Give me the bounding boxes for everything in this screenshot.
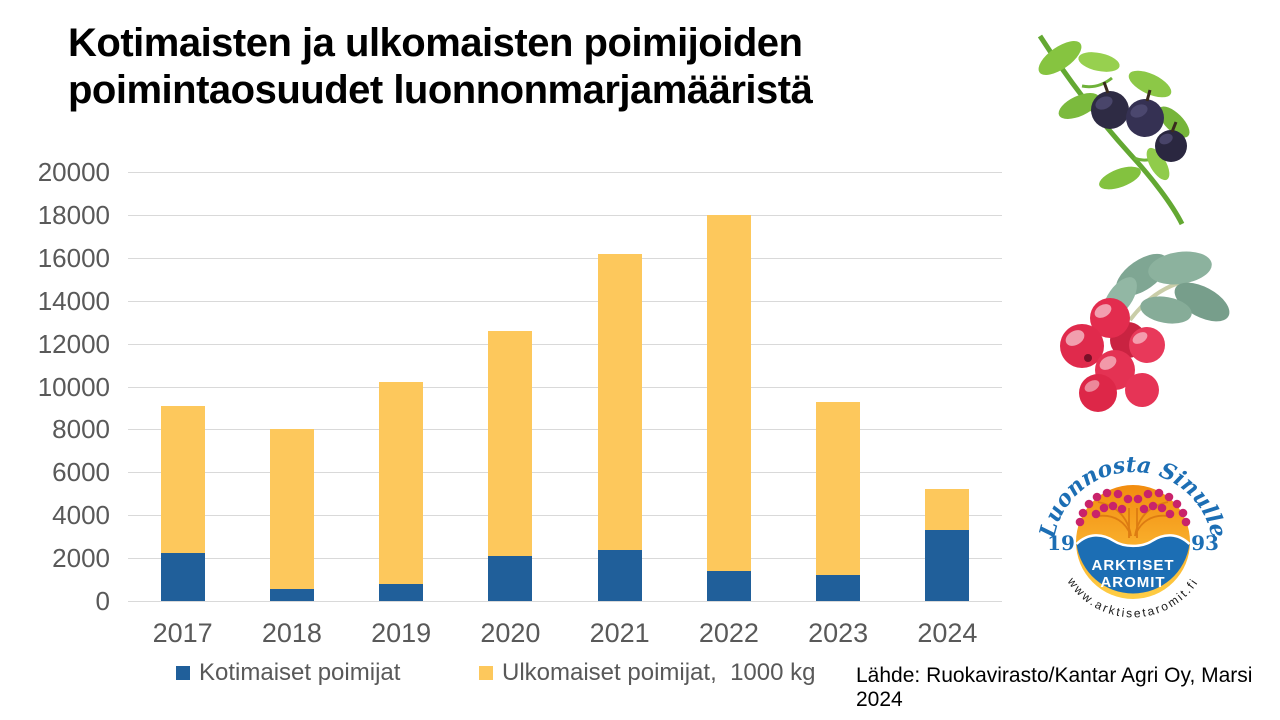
logo-name-line2: AROMIT [1100, 574, 1165, 591]
y-axis-label: 18000 [37, 199, 110, 230]
legend-item-kotimaiset: Kotimaiset poimijat [176, 659, 401, 686]
legend-swatch-ulkomaiset [479, 666, 493, 680]
logo-berry-trees [1097, 501, 1169, 538]
legend-swatch-kotimaiset [176, 666, 190, 680]
bar-segment-ulkomaiset-2022 [706, 214, 751, 571]
y-axis-label: 0 [95, 586, 110, 616]
arktiset-aromit-logo: ARKTISET AROMIT Luonnosta Sinulle 19 93 … [1036, 452, 1230, 621]
gridline [128, 214, 1002, 216]
bar-segment-kotimaiset-2018 [269, 589, 314, 601]
lingonberry-berries [1060, 298, 1165, 412]
lingonberry-leaves [1103, 251, 1230, 324]
gridline [128, 300, 1002, 302]
logo-berries [1075, 488, 1191, 527]
x-axis-label-2022: 2022 [698, 618, 759, 648]
bar-segment-ulkomaiset-2021 [597, 253, 642, 550]
legend-label-ulkomaiset: Ulkomaiset poimijat, 1000 kg [502, 659, 816, 686]
logo-year-right: 93 [1191, 531, 1219, 555]
y-axis-label: 12000 [37, 328, 110, 359]
logo-wave-line [1075, 534, 1191, 548]
gridline [128, 601, 1002, 602]
x-axis-label-2018: 2018 [261, 618, 322, 648]
gridline [128, 386, 1002, 388]
x-axis-label-2019: 2019 [371, 618, 432, 648]
y-axis-label: 4000 [52, 500, 110, 531]
gridline [128, 343, 1002, 345]
gridline [128, 558, 1002, 560]
logo-sea-half [1076, 535, 1190, 594]
gridline [128, 472, 1002, 474]
source-note: Lähde: Ruokavirasto/Kantar Agri Oy, Mars… [856, 664, 1253, 711]
y-axis-label: 2000 [52, 543, 110, 574]
bilberry-leaves [1038, 41, 1190, 190]
gridline [128, 172, 1002, 173]
y-axis-label: 8000 [52, 414, 110, 445]
x-axis-label-2021: 2021 [589, 618, 650, 648]
bar-segment-kotimaiset-2023 [816, 575, 861, 601]
legend-item-ulkomaiset: Ulkomaiset poimijat, 1000 kg [479, 659, 816, 686]
legend-label-kotimaiset: Kotimaiset poimijat [199, 659, 401, 686]
bilberry-berries [1091, 81, 1187, 162]
y-axis-label: 14000 [37, 285, 110, 316]
bar-segment-kotimaiset-2019 [379, 583, 424, 601]
x-axis-label-2017: 2017 [152, 618, 213, 648]
y-axis-label: 20000 [37, 157, 110, 187]
bar-segment-ulkomaiset-2023 [816, 401, 861, 576]
bilberry-image [1037, 34, 1190, 226]
bar-segment-kotimaiset-2022 [706, 570, 751, 601]
gridline [128, 429, 1002, 431]
logo-name-line1: ARKTISET [1092, 557, 1175, 574]
bar-segment-kotimaiset-2017 [160, 552, 205, 601]
bar-segment-kotimaiset-2021 [597, 549, 642, 601]
gridline [128, 515, 1002, 517]
page-title: Kotimaisten ja ulkomaisten poimijoiden p… [68, 21, 813, 113]
lingonberry-image [1060, 251, 1230, 412]
x-axis-label-2020: 2020 [480, 618, 541, 648]
bar-segment-ulkomaiset-2017 [160, 405, 205, 553]
bar-segment-kotimaiset-2024 [925, 530, 970, 601]
y-axis-label: 16000 [37, 242, 110, 273]
bar-segment-kotimaiset-2020 [488, 555, 533, 601]
x-axis-label-2024: 2024 [917, 618, 978, 648]
x-axis-label-2023: 2023 [808, 618, 869, 648]
bar-segment-ulkomaiset-2020 [488, 330, 533, 556]
bar-segment-ulkomaiset-2018 [269, 429, 314, 590]
y-axis-label: 10000 [37, 371, 110, 402]
gridline [128, 257, 1002, 259]
logo-year-left: 19 [1047, 531, 1075, 555]
bar-segment-ulkomaiset-2019 [379, 382, 424, 584]
y-axis-label: 6000 [52, 457, 110, 488]
bar-segment-ulkomaiset-2024 [925, 489, 970, 531]
